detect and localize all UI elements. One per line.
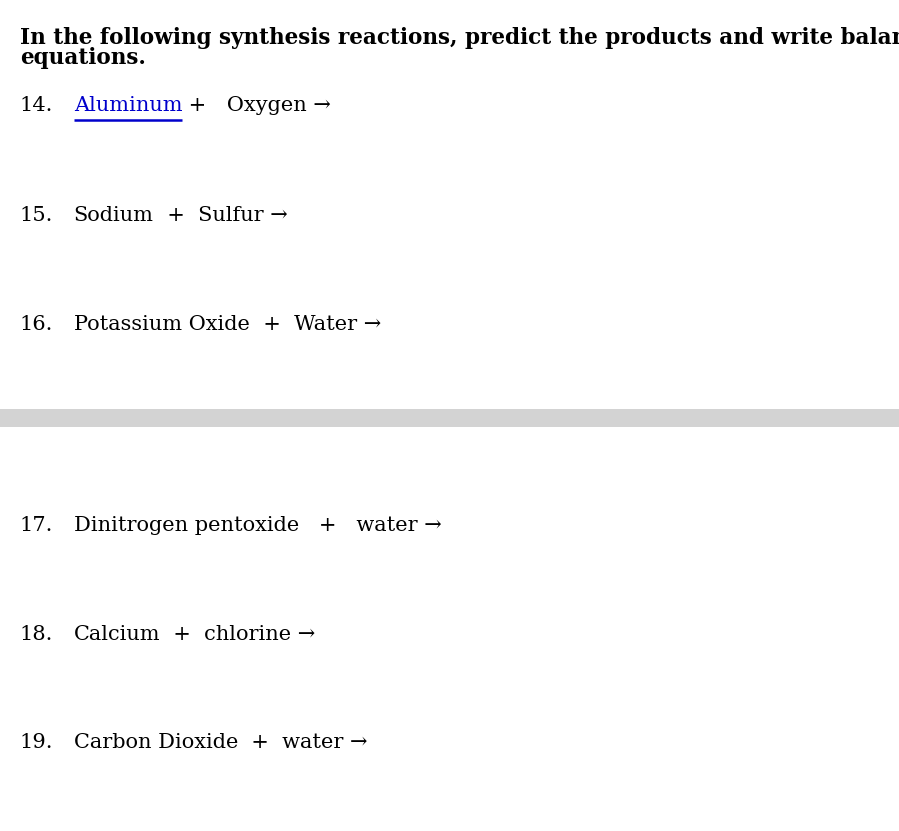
Text: Sodium: Sodium xyxy=(74,206,154,224)
Text: Calcium: Calcium xyxy=(74,626,160,644)
Text: Carbon Dioxide: Carbon Dioxide xyxy=(74,733,238,751)
Text: +: + xyxy=(182,96,207,115)
Text: 15.: 15. xyxy=(20,206,53,224)
Text: +  water →: + water → xyxy=(238,733,368,751)
Text: +  Sulfur →: + Sulfur → xyxy=(154,206,288,224)
Text: equations.: equations. xyxy=(20,47,146,68)
Text: Potassium Oxide: Potassium Oxide xyxy=(74,315,250,333)
Text: 19.: 19. xyxy=(20,733,53,751)
Text: In the following synthesis reactions, predict the products and write balanced ch: In the following synthesis reactions, pr… xyxy=(20,27,899,48)
Text: 18.: 18. xyxy=(20,626,53,644)
Text: +  Water →: + Water → xyxy=(250,315,381,333)
Text: +  chlorine →: + chlorine → xyxy=(160,626,316,644)
Text: 14.: 14. xyxy=(20,96,53,115)
Text: Aluminum: Aluminum xyxy=(74,96,182,115)
Bar xyxy=(0,409,899,427)
Text: Dinitrogen pentoxide: Dinitrogen pentoxide xyxy=(74,516,299,534)
Text: Oxygen →: Oxygen → xyxy=(207,96,331,115)
Text: 17.: 17. xyxy=(20,516,53,534)
Text: 16.: 16. xyxy=(20,315,53,333)
Text: +   water →: + water → xyxy=(299,516,441,534)
